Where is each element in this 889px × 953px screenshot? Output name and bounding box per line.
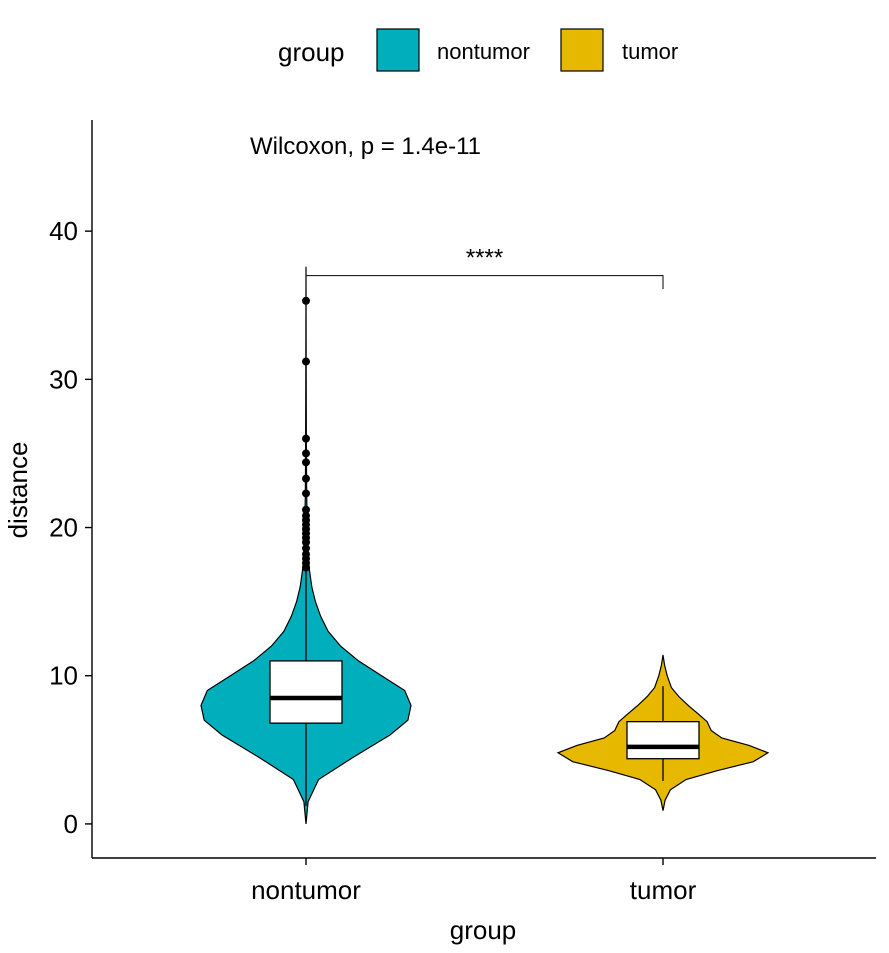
outliers-layer: [302, 296, 310, 572]
legend: group nontumor tumor: [278, 28, 678, 72]
outlier-point: [302, 458, 310, 467]
y-tick-label: 10: [49, 661, 78, 691]
box-nontumor: [269, 660, 343, 724]
outlier-point: [302, 357, 310, 366]
outlier-point: [302, 505, 310, 514]
x-tick-label: nontumor: [251, 875, 361, 905]
box-tumor: [626, 721, 700, 760]
y-tick-label: 40: [49, 216, 78, 246]
outlier-point: [302, 434, 310, 443]
outlier-point: [302, 511, 310, 520]
x-axis-title: group: [450, 915, 517, 945]
y-tick-label: 30: [49, 364, 78, 394]
legend-swatch-nontumor: [376, 28, 420, 72]
axes: [91, 120, 876, 859]
outlier-point: [302, 544, 310, 553]
significance-line: [305, 275, 664, 289]
test-annotation: Wilcoxon, p = 1.4e-11: [250, 133, 481, 160]
y-axis-title: distance: [3, 442, 33, 539]
y-ticks: 0 10 20 30 40: [49, 216, 92, 839]
legend-title: group: [278, 37, 345, 67]
legend-label-nontumor: nontumor: [437, 39, 530, 64]
outlier-point: [302, 489, 310, 498]
significance-bracket: ****: [305, 245, 664, 289]
outlier-point: [302, 550, 310, 559]
legend-swatch-tumor: [560, 28, 604, 72]
boxes-layer: [269, 569, 700, 807]
y-tick-label: 20: [49, 513, 78, 543]
outlier-point: [302, 296, 310, 305]
outlier-point: [302, 474, 310, 483]
x-tick-label: tumor: [630, 875, 697, 905]
outlier-point: [302, 449, 310, 458]
y-tick-label: 0: [64, 809, 78, 839]
significance-label: ****: [466, 245, 503, 272]
x-ticks: nontumor tumor: [251, 858, 697, 905]
legend-label-tumor: tumor: [622, 39, 678, 64]
